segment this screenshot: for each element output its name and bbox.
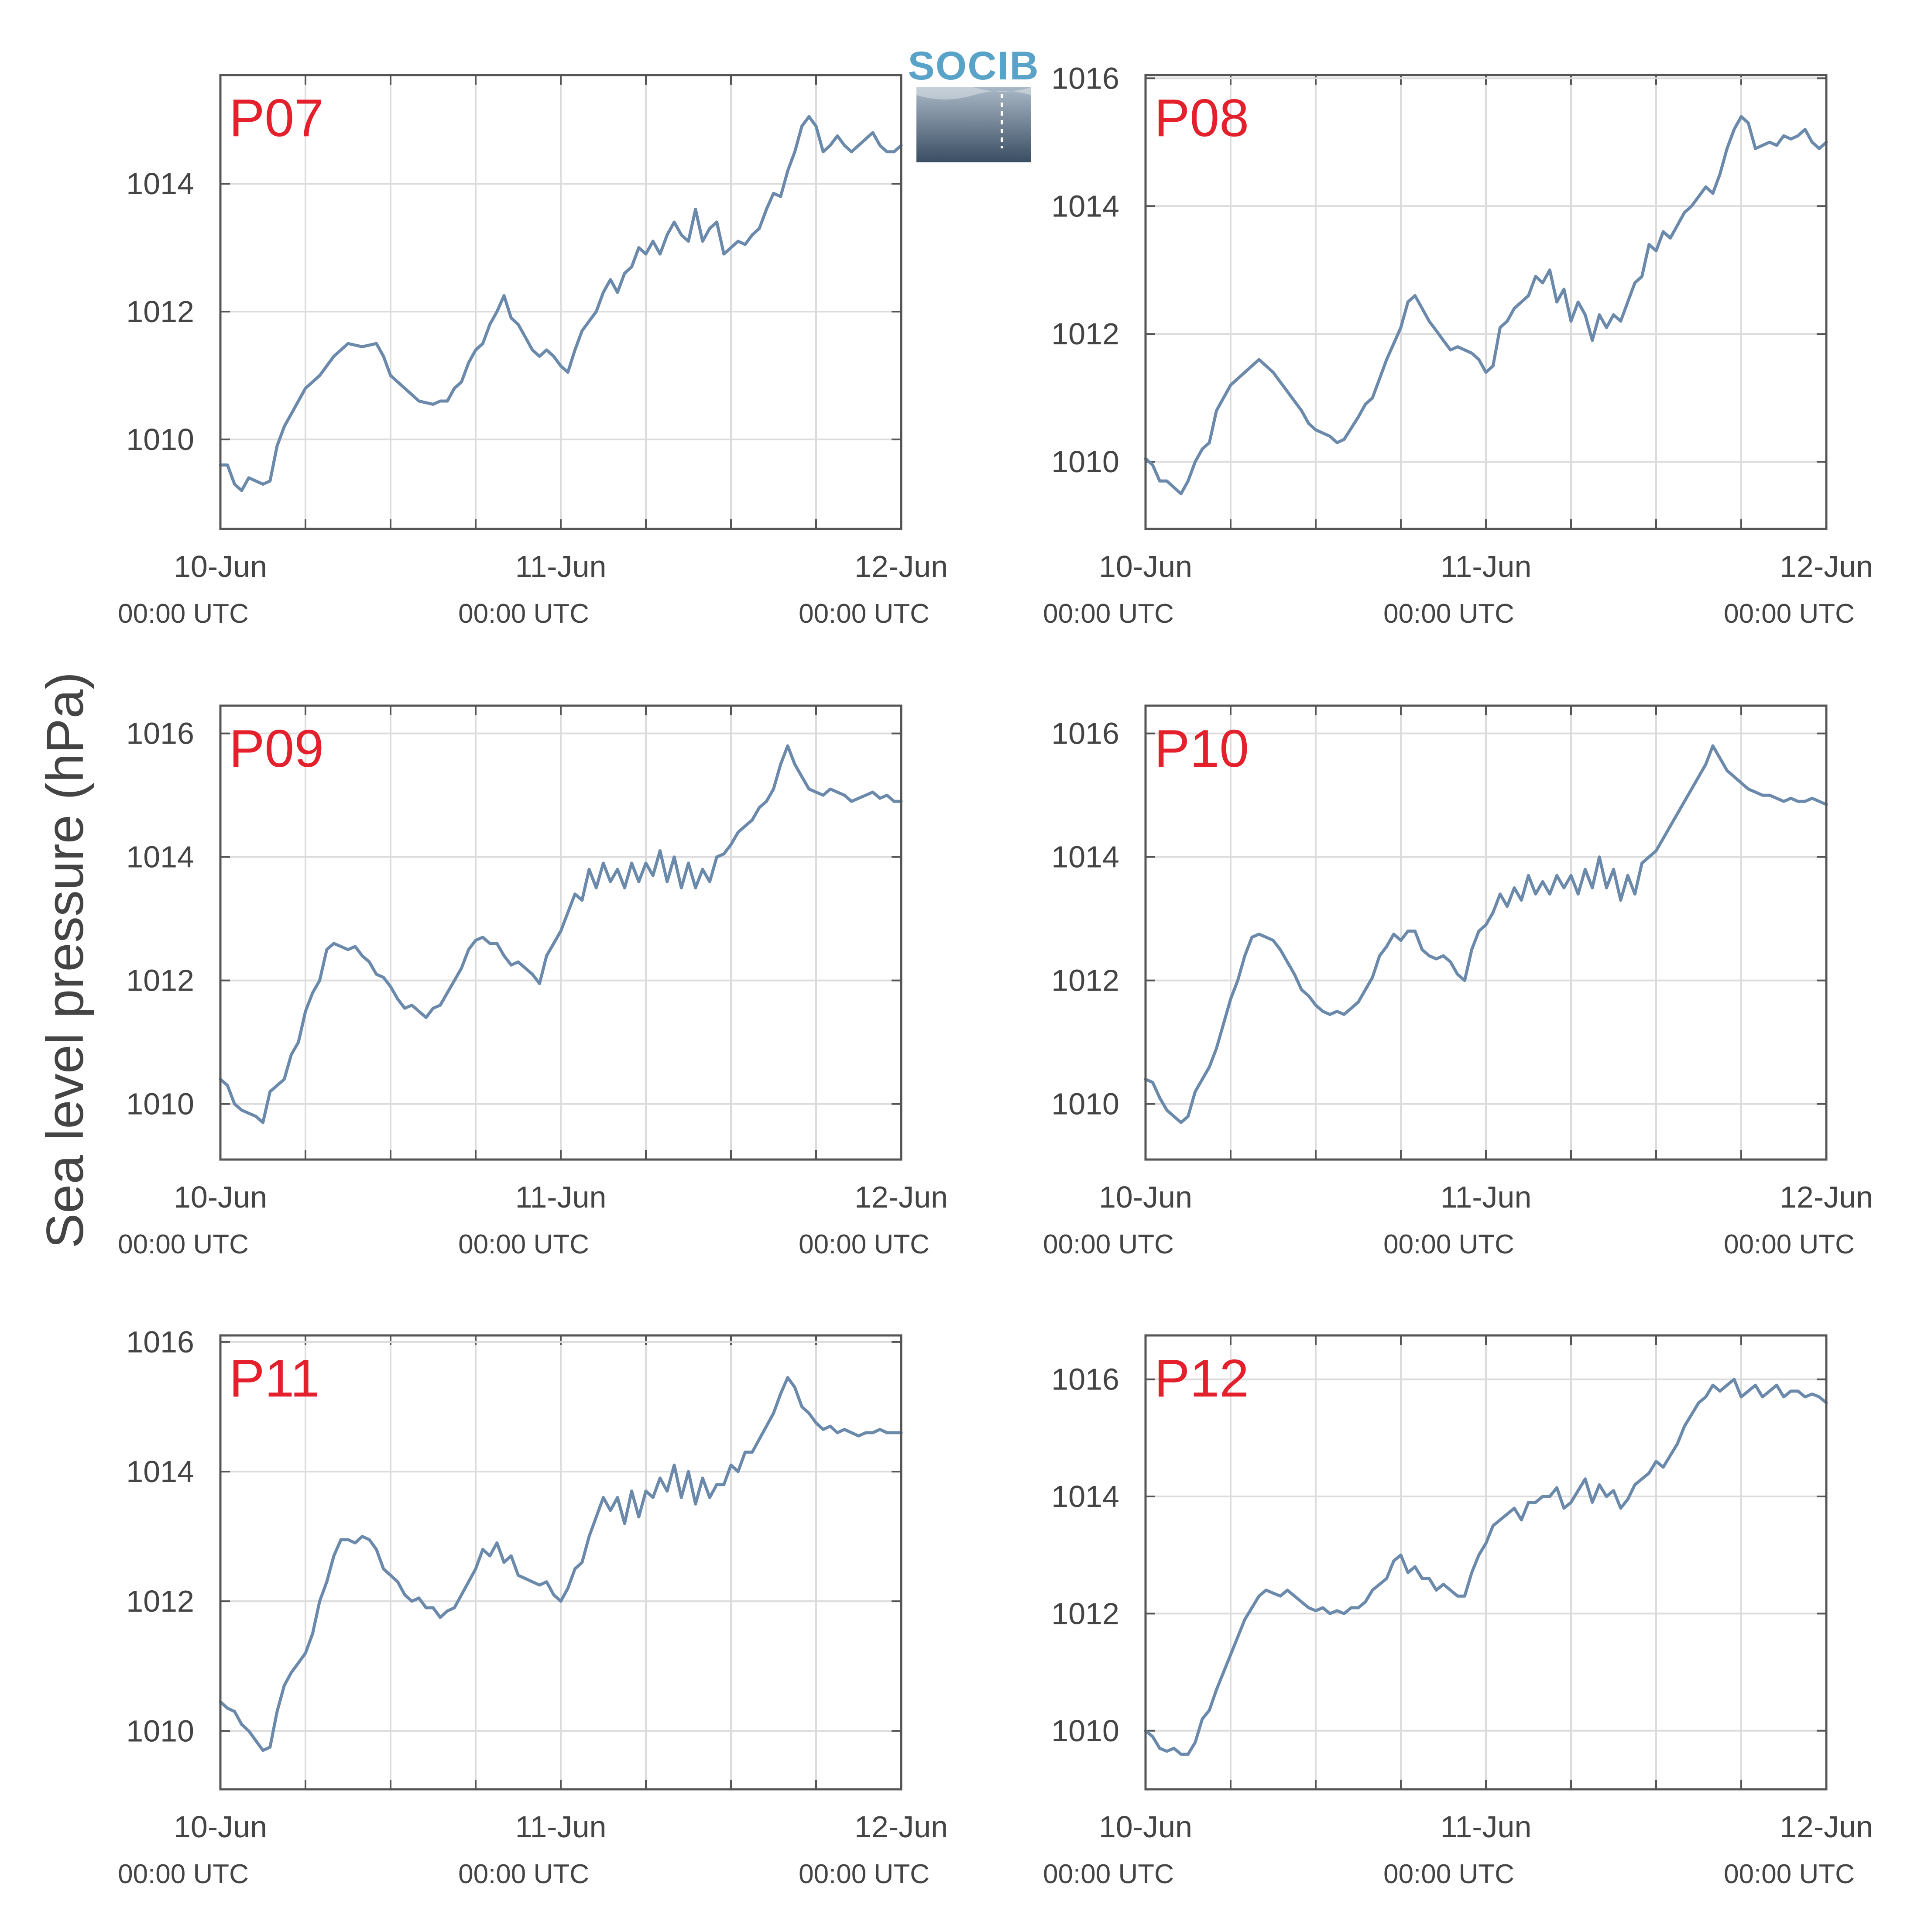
- series-line-p10: [1144, 744, 1828, 1124]
- panel-label-p12: P12: [1154, 1349, 1249, 1408]
- x-tick-label-date: 10-Jun: [174, 1180, 267, 1214]
- chart-panel-p07: 1010 1012 1014 10-Jun 00:00 UTC 11-Jun 00:00 U…: [118, 74, 948, 629]
- x-tick-label-date: 10-Jun: [1099, 549, 1192, 583]
- y-tick-label: 1012: [126, 964, 194, 998]
- x-tick-label-time: 00:00 UTC: [458, 1229, 589, 1259]
- y-tick-label: 1010: [1051, 445, 1119, 479]
- x-tick-label-time: 00:00 UTC: [458, 1859, 589, 1889]
- panel-label-p10: P10: [1154, 719, 1249, 778]
- panel-label-p07: P07: [229, 88, 324, 148]
- x-tick-label-time: 00:00 UTC: [1383, 1859, 1514, 1889]
- x-tick-label-time: 00:00 UTC: [1043, 1229, 1174, 1259]
- panel-label-p11: P11: [229, 1349, 320, 1408]
- chart-panel-p11: 1010 1012 1014 1016 10-Jun 00:00 UTC 11-Jun 00:…: [118, 1325, 948, 1889]
- y-tick-label: 1010: [126, 1087, 194, 1121]
- y-tick-label: 1014: [1051, 1479, 1119, 1513]
- x-tick-label-date: 10-Jun: [174, 1810, 267, 1844]
- chart-panel-p10: 1010 1012 1014 1016 10-Jun 00:00 UTC 11-Jun 00:…: [1043, 704, 1873, 1259]
- x-tick-label-date: 11-Jun: [1441, 1180, 1532, 1214]
- y-tick-label: 1012: [1051, 1596, 1119, 1630]
- x-tick-label-time: 00:00 UTC: [799, 599, 930, 629]
- socib-logo-text: SOCIB: [908, 44, 1039, 88]
- y-tick-label: 1010: [126, 1714, 194, 1748]
- y-tick-label: 1010: [1051, 1714, 1119, 1748]
- chart-panel-p12: 1010 1012 1014 1016 10-Jun 00:00 UTC 11-Jun 00:…: [1043, 1334, 1873, 1889]
- y-tick-label: 1010: [1051, 1087, 1119, 1121]
- x-tick-label-time: 00:00 UTC: [118, 1859, 249, 1889]
- x-tick-label-time: 00:00 UTC: [799, 1859, 930, 1889]
- y-tick-label: 1014: [126, 840, 194, 874]
- series-line-p08: [1144, 115, 1828, 495]
- chart-panel-p09: 1010 1012 1014 1016 10-Jun 00:00 UTC 11-Jun 00:…: [118, 704, 948, 1259]
- y-tick-label: 1012: [126, 1584, 194, 1618]
- y-tick-label: 1016: [1051, 1362, 1119, 1397]
- y-tick-label: 1012: [126, 295, 194, 329]
- x-tick-label-time: 00:00 UTC: [1724, 1859, 1855, 1889]
- x-tick-label-date: 12-Jun: [854, 1180, 948, 1214]
- y-tick-label: 1016: [126, 1325, 194, 1359]
- x-tick-label-date: 12-Jun: [1780, 1180, 1873, 1214]
- panel-label-p09: P09: [229, 719, 324, 778]
- series-line-p09: [219, 744, 903, 1124]
- y-tick-label: 1014: [1051, 840, 1119, 874]
- x-tick-label-date: 11-Jun: [1441, 549, 1532, 583]
- series-line-p11: [219, 1376, 903, 1752]
- x-tick-label-date: 12-Jun: [854, 549, 948, 583]
- y-tick-label: 1012: [1051, 964, 1119, 998]
- panels: 1010 1012 1014 10-Jun 00:00 UTC 11-Jun 00:00 U…: [118, 61, 1873, 1889]
- socib-logo-water: [916, 87, 1031, 162]
- x-tick-label-date: 12-Jun: [854, 1810, 948, 1844]
- x-tick-label-date: 12-Jun: [1780, 549, 1873, 583]
- plot-frame: [1144, 1334, 1828, 1791]
- plot-frame: [219, 1334, 902, 1791]
- x-tick-label-date: 11-Jun: [515, 1810, 607, 1844]
- plot-frame: [1144, 74, 1828, 530]
- series-line-p12: [1144, 1378, 1828, 1756]
- x-tick-label-date: 10-Jun: [1099, 1180, 1192, 1214]
- plot-frame: [219, 74, 902, 530]
- x-tick-label-time: 00:00 UTC: [118, 1229, 249, 1259]
- series-line-p07: [219, 115, 903, 492]
- x-tick-label-time: 00:00 UTC: [458, 599, 589, 629]
- x-tick-label-time: 00:00 UTC: [1383, 599, 1514, 629]
- y-axis-label: Sea level pressure (hPa): [36, 672, 94, 1249]
- x-tick-label-time: 00:00 UTC: [1383, 1229, 1514, 1259]
- x-tick-label-date: 10-Jun: [1099, 1810, 1192, 1844]
- x-tick-label-time: 00:00 UTC: [118, 599, 249, 629]
- x-tick-label-time: 00:00 UTC: [1043, 599, 1174, 629]
- x-tick-label-time: 00:00 UTC: [1724, 599, 1855, 629]
- y-tick-label: 1012: [1051, 317, 1119, 351]
- y-tick-label: 1014: [126, 167, 194, 201]
- x-tick-label-date: 11-Jun: [515, 549, 607, 583]
- y-tick-label: 1014: [1051, 189, 1119, 223]
- x-tick-label-date: 10-Jun: [174, 549, 267, 583]
- x-tick-label-time: 00:00 UTC: [1043, 1859, 1174, 1889]
- y-tick-label: 1016: [1051, 61, 1119, 95]
- panel-label-p08: P08: [1154, 88, 1249, 148]
- socib-logo: SOCIB: [908, 44, 1039, 162]
- x-tick-label-time: 00:00 UTC: [1724, 1229, 1855, 1259]
- y-tick-label: 1014: [126, 1455, 194, 1489]
- y-tick-label: 1016: [126, 717, 194, 751]
- plot-frame: [219, 704, 902, 1161]
- chart-panel-p08: 1010 1012 1014 1016 10-Jun 00:00 UTC 11-Jun 00:…: [1043, 61, 1873, 629]
- y-tick-label: 1010: [126, 422, 194, 456]
- x-tick-label-date: 11-Jun: [515, 1180, 607, 1214]
- x-tick-label-date: 11-Jun: [1441, 1810, 1532, 1844]
- x-tick-label-time: 00:00 UTC: [799, 1229, 930, 1259]
- plot-frame: [1144, 704, 1828, 1161]
- x-tick-label-date: 12-Jun: [1780, 1810, 1873, 1844]
- y-tick-label: 1016: [1051, 717, 1119, 751]
- socib-logo-wave: [916, 83, 1031, 100]
